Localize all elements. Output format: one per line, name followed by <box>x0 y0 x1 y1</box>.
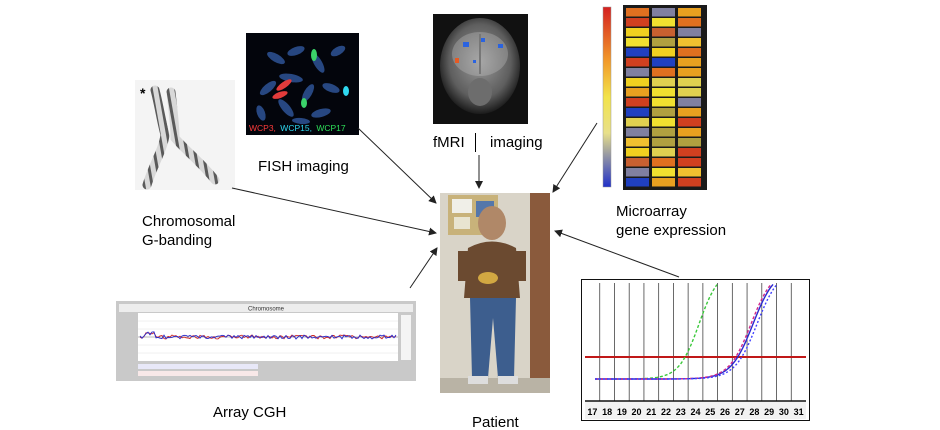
x-tick-label: 18 <box>602 407 612 417</box>
label-chromosomal-g-banding: Chromosomal G-banding <box>142 212 235 250</box>
x-tick-label: 30 <box>779 407 789 417</box>
label-fmri: fMRI <box>433 134 465 151</box>
label-line: Microarray <box>616 203 687 220</box>
x-tick-label: 17 <box>587 407 597 417</box>
x-tick-label: 28 <box>749 407 759 417</box>
divider <box>474 133 486 152</box>
x-tick-label: 24 <box>690 407 700 417</box>
array-cgh-plot: Chromosome <box>116 301 416 381</box>
asterisk-marker: * <box>140 85 146 101</box>
label-fmri-imaging: fMRI imaging <box>433 133 543 152</box>
x-tick-label: 21 <box>646 407 656 417</box>
x-tick-label: 27 <box>735 407 745 417</box>
microarray-heatmap <box>597 5 707 190</box>
label-patient: Patient <box>472 414 519 430</box>
amplification-plot: 17 18 19 20 21 22 23 24 25 26 27 28 29 30 31 <box>581 279 810 421</box>
label-line: gene expression <box>616 222 727 239</box>
x-tick-label: 19 <box>617 407 627 417</box>
patient-photo <box>440 193 550 393</box>
label-line: G-banding <box>142 232 213 249</box>
label-line: Chromosomal <box>142 213 236 230</box>
x-tick-label: 20 <box>632 407 642 417</box>
arrow-microarray-to-patient <box>552 122 598 193</box>
x-tick-label: 29 <box>764 407 774 417</box>
x-tick-label: 23 <box>676 407 686 417</box>
x-tick-label: 26 <box>720 407 730 417</box>
label-array-cgh: Array CGH <box>213 404 287 421</box>
arrow-fish-to-patient <box>357 127 437 204</box>
cgh-header-text: Chromosome <box>248 307 285 313</box>
probe-wcp3: WCP3, <box>249 123 276 133</box>
fmri-image <box>433 14 528 124</box>
x-tick-label: 25 <box>705 407 715 417</box>
label-imaging: imaging <box>490 134 543 151</box>
fish-image: WCP3, WCP15, WCP17 <box>246 33 359 135</box>
chromosome-gbanding-image: * <box>135 80 235 190</box>
probe-wcp17: WCP17 <box>316 123 346 133</box>
arrow-chromosomal-to-patient <box>231 187 437 236</box>
svg-text:WCP3, WCP15, W: WCP3, WCP15, WCP17 <box>249 123 346 133</box>
arrow-cgh-to-patient <box>409 247 438 289</box>
label-microarray: Microarray gene expression <box>616 202 726 240</box>
arrow-qpcr-to-patient <box>554 229 680 278</box>
probe-wcp15: WCP15, <box>280 123 312 133</box>
x-tick-label: 22 <box>661 407 671 417</box>
label-fish-imaging: FISH imaging <box>258 158 349 175</box>
x-tick-label: 31 <box>794 407 804 417</box>
